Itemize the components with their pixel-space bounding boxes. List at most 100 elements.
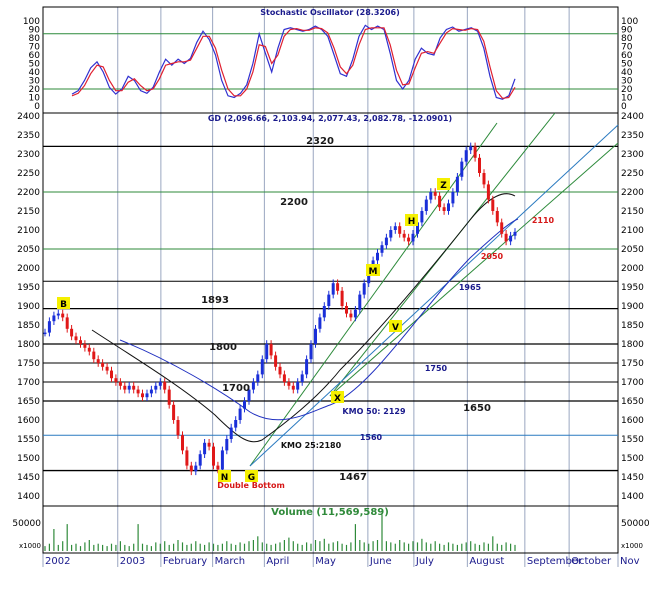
volume-panel <box>42 505 619 554</box>
stoch-tick-left: 70 <box>29 43 41 53</box>
candle-body <box>123 385 127 390</box>
month-label: June <box>369 556 392 567</box>
candle-body <box>384 237 388 246</box>
volume-left-label: 50000 <box>12 519 41 529</box>
label-2320: 2320 <box>306 136 334 147</box>
candle-body <box>220 450 224 470</box>
candle-body <box>185 450 189 466</box>
candle-body <box>486 184 490 200</box>
stoch-tick-right: 90 <box>621 26 633 36</box>
candle-body <box>416 222 419 234</box>
stoch-tick-right: 100 <box>621 17 638 27</box>
stoch-tick-left: 40 <box>29 68 41 78</box>
candle-body <box>141 393 144 398</box>
price-tick-left: 2000 <box>17 264 40 274</box>
price-tick-left: 1750 <box>17 359 40 369</box>
price-tick-right: 1500 <box>621 454 644 464</box>
candle-body <box>194 465 198 472</box>
price-tick-right: 1700 <box>621 378 644 388</box>
candle-body <box>145 393 149 398</box>
month-axis: 2002 2003 February March April May June July Aug… <box>45 556 640 567</box>
candle-body <box>424 199 428 211</box>
price-candles <box>43 142 517 476</box>
candle-body <box>491 199 495 211</box>
candle-body <box>149 389 153 394</box>
candle-body <box>473 146 477 158</box>
candle-body <box>207 442 211 447</box>
price-tick-left: 2350 <box>17 131 40 141</box>
volume-right-unit: x1000 <box>621 542 643 550</box>
label-kmo-25: KMO 25:2180 <box>281 441 342 450</box>
candle-body <box>127 385 131 390</box>
candle-body <box>92 351 96 360</box>
stoch-lines <box>43 24 618 100</box>
label-2050: 2050 <box>481 252 504 261</box>
stoch-tick-right: 50 <box>621 60 633 70</box>
price-tick-left: 1550 <box>17 435 40 445</box>
candle-body <box>429 192 433 200</box>
candle-body <box>367 271 371 284</box>
candle-body <box>345 306 348 314</box>
stoch-tick-left: 50 <box>29 60 41 70</box>
stoch-tick-left: 90 <box>29 26 41 36</box>
candle-body <box>278 366 282 375</box>
price-tick-left: 1800 <box>17 340 40 350</box>
candle-body <box>455 176 459 192</box>
month-label: February <box>163 556 207 567</box>
price-tick-right: 1650 <box>621 397 644 407</box>
price-tick-left: 2300 <box>17 150 40 160</box>
price-tick-right: 1950 <box>621 283 644 293</box>
candle-body <box>189 465 193 472</box>
price-tick-right: 2300 <box>621 150 644 160</box>
candle-body <box>460 161 464 177</box>
label-1965: 1965 <box>459 283 482 292</box>
price-axis: 1400 1400 1450 1450 1500 1500 1550 1550 1600 1600… <box>17 112 644 502</box>
candle-body <box>96 359 100 363</box>
price-tick-right: 1600 <box>621 416 644 426</box>
candle-body <box>504 233 508 242</box>
price-tick-left: 1850 <box>17 321 40 331</box>
volume-right-label: 50000 <box>621 519 650 529</box>
candle-body <box>238 408 242 420</box>
candle-body <box>314 328 317 344</box>
candle-body <box>296 382 300 390</box>
candle-body <box>393 226 397 230</box>
candle-body <box>176 420 180 436</box>
svg-text:H: H <box>408 217 416 227</box>
candle-body <box>309 344 313 360</box>
candle-body <box>136 389 140 394</box>
candle-body <box>407 237 411 242</box>
candle-body <box>74 336 78 341</box>
svg-text:Z: Z <box>440 181 447 191</box>
marker-h: H <box>405 214 418 227</box>
candle-body <box>451 192 455 204</box>
candle-body <box>482 173 486 185</box>
candle-body <box>83 344 87 348</box>
price-tick-right: 2250 <box>621 169 644 179</box>
candle-body <box>229 427 233 439</box>
stoch-tick-left: 80 <box>29 34 41 44</box>
marker-g: G <box>245 470 258 483</box>
candle-body <box>70 328 74 337</box>
svg-text:B: B <box>60 300 67 310</box>
month-label: October <box>571 556 612 567</box>
trendline-green-3 <box>329 142 619 397</box>
candle-body <box>105 366 109 371</box>
price-tick-left: 2050 <box>17 245 40 255</box>
kmo-50-line <box>119 218 519 421</box>
label-1467: 1467 <box>339 472 367 483</box>
candle-body <box>203 442 207 455</box>
volume-bars <box>44 514 516 551</box>
candle-body <box>118 382 122 386</box>
price-tick-right: 2150 <box>621 207 644 217</box>
month-label: April <box>266 556 289 567</box>
candle-body <box>513 231 517 236</box>
candle-body <box>469 146 473 151</box>
month-label: May <box>315 556 336 567</box>
candle-body <box>114 378 118 382</box>
candle-body <box>500 222 504 234</box>
candle-body <box>282 374 286 382</box>
candle-body <box>438 195 442 208</box>
candle-body <box>256 374 260 382</box>
price-tick-right: 1850 <box>621 321 644 331</box>
